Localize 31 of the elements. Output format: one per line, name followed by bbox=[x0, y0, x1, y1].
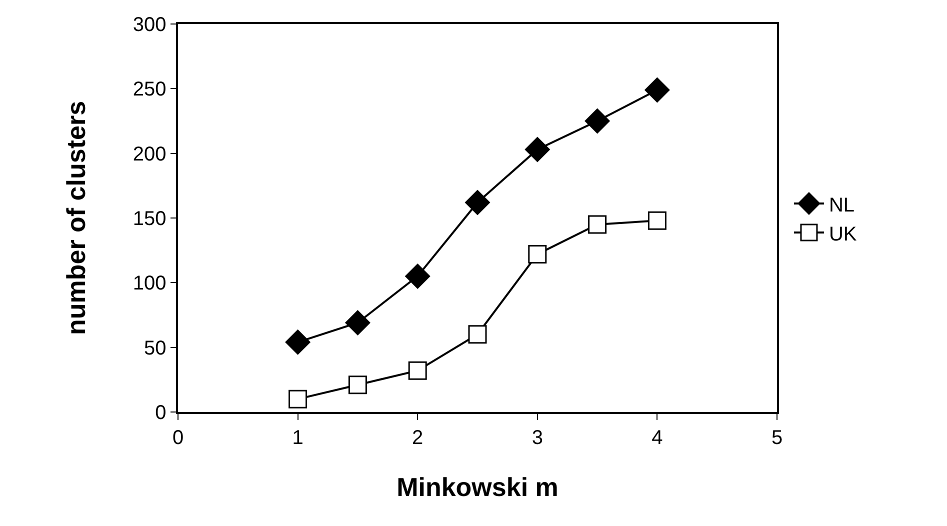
y-tick-label: 250 bbox=[132, 78, 166, 101]
point bbox=[288, 390, 308, 408]
x-tick-label: 0 bbox=[172, 426, 184, 449]
point bbox=[405, 264, 430, 289]
point bbox=[285, 330, 310, 355]
x-tick-label: 4 bbox=[652, 426, 663, 449]
y-tick-label: 200 bbox=[132, 143, 166, 166]
x-tick-label: 5 bbox=[771, 426, 783, 449]
point bbox=[528, 244, 547, 264]
x-axis-title: Minkowski m bbox=[396, 472, 558, 502]
point bbox=[348, 376, 367, 394]
x-tick-label: 2 bbox=[412, 426, 424, 449]
x-tick-label: 3 bbox=[532, 426, 543, 449]
point bbox=[644, 78, 670, 102]
legend-label: NL bbox=[828, 194, 855, 216]
point bbox=[648, 211, 666, 230]
y-tick-label: 100 bbox=[132, 272, 166, 295]
point bbox=[345, 310, 370, 336]
point bbox=[465, 190, 490, 215]
point bbox=[588, 215, 607, 234]
y-tick-label: 50 bbox=[144, 337, 166, 360]
point bbox=[584, 108, 610, 134]
point bbox=[468, 325, 487, 344]
y-tick-label: 0 bbox=[155, 402, 166, 424]
y-tick-label: 150 bbox=[132, 208, 166, 230]
y-tick-label: 300 bbox=[132, 14, 166, 36]
point bbox=[408, 361, 427, 380]
legend-label: UK bbox=[828, 223, 858, 246]
point bbox=[524, 137, 550, 162]
x-tick-label: 1 bbox=[292, 426, 304, 449]
y-axis-title: number of clusters bbox=[60, 100, 91, 336]
